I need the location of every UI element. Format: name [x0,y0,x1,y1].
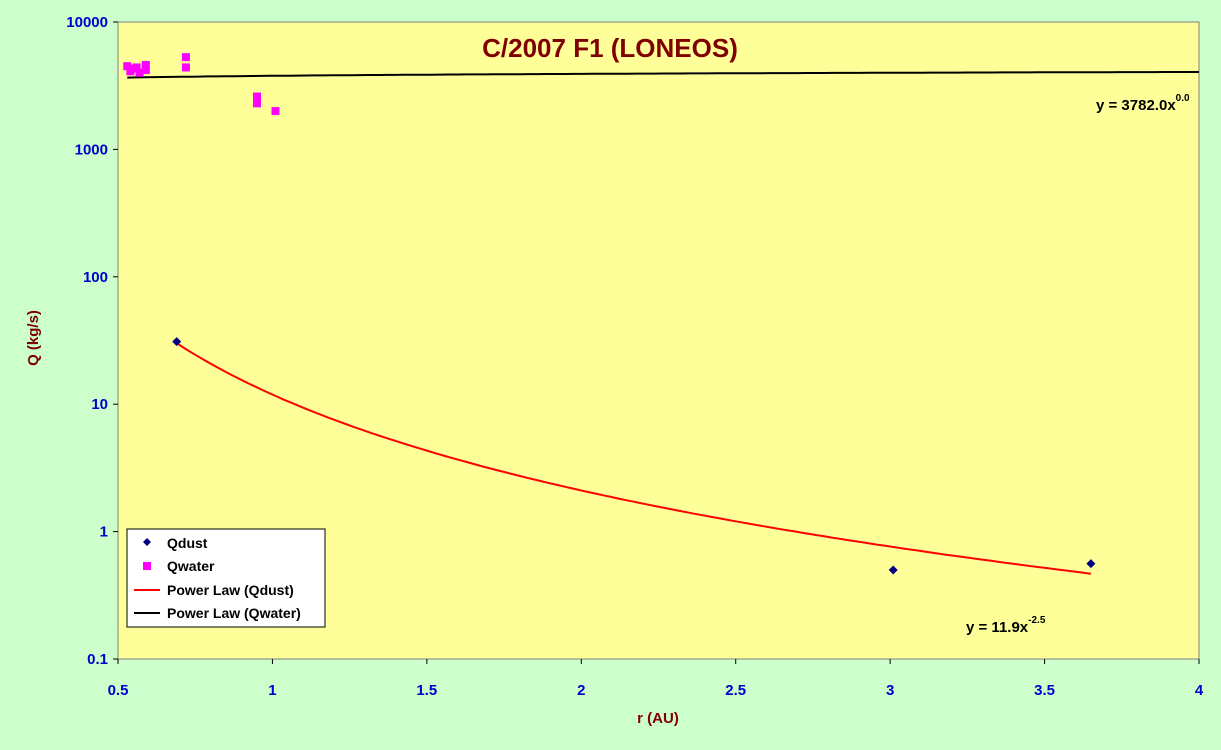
legend-label-qdust: Qdust [167,535,208,551]
data-point-qwater [141,60,150,69]
legend-marker-qdust [143,538,151,546]
x-tick-label: 2.5 [725,682,746,699]
y-tick-label: 1 [100,524,108,541]
data-point-qwater [271,107,280,116]
data-points [123,53,1096,575]
data-point-qwater [181,63,190,72]
data-point-qwater [252,92,261,101]
data-point-qdust [888,565,898,575]
data-point-qwater [181,53,190,62]
y-axis-ticks: 0.1 1 10 100 1000 10000 [66,14,118,668]
equation-qdust: y = 11.9x-2.5 [966,615,1046,636]
y-tick-label: 100 [83,269,108,286]
y-tick-label: 1000 [75,141,108,158]
x-tick-label: 1.5 [416,682,437,699]
x-axis-label: r (AU) [637,710,679,727]
x-tick-label: 2 [577,682,585,699]
chart-title: C/2007 F1 (LONEOS) [482,33,738,63]
trendline-power-law-qwater [127,71,1199,79]
data-point-qwater [252,99,261,108]
y-axis-label: Q (kg/s) [25,310,42,366]
data-point-qwater [123,62,132,71]
legend-label-powerlaw-qdust: Power Law (Qdust) [167,582,294,598]
x-tick-label: 3 [886,682,894,699]
data-point-qwater [141,65,150,74]
legend-marker-qwater [143,562,151,570]
data-point-qdust [1086,559,1096,569]
legend-box [126,528,326,628]
x-tick-label: 3.5 [1034,682,1055,699]
x-tick-label: 1 [268,682,276,699]
y-tick-label: 10000 [66,14,108,31]
data-point-qwater [135,68,144,77]
y-tick-label: 0.1 [87,651,108,668]
y-tick-label: 10 [91,396,108,413]
trendline-power-law-qdust [176,342,1092,575]
data-point-qwater [132,63,141,72]
data-point-qdust [172,337,182,347]
x-axis-ticks: 0.5 1 1.5 2 2.5 3 3.5 4 [108,659,1204,699]
legend-label-powerlaw-qwater: Power Law (Qwater) [167,605,301,621]
trendlines [127,71,1199,575]
equation-qwater: y = 3782.0x0.0 [1096,93,1190,114]
legend: Qdust Qwater Power Law (Qdust) Power Law… [126,528,326,628]
x-tick-label: 4 [1195,682,1204,699]
legend-label-qwater: Qwater [167,558,215,574]
x-tick-label: 0.5 [108,682,129,699]
